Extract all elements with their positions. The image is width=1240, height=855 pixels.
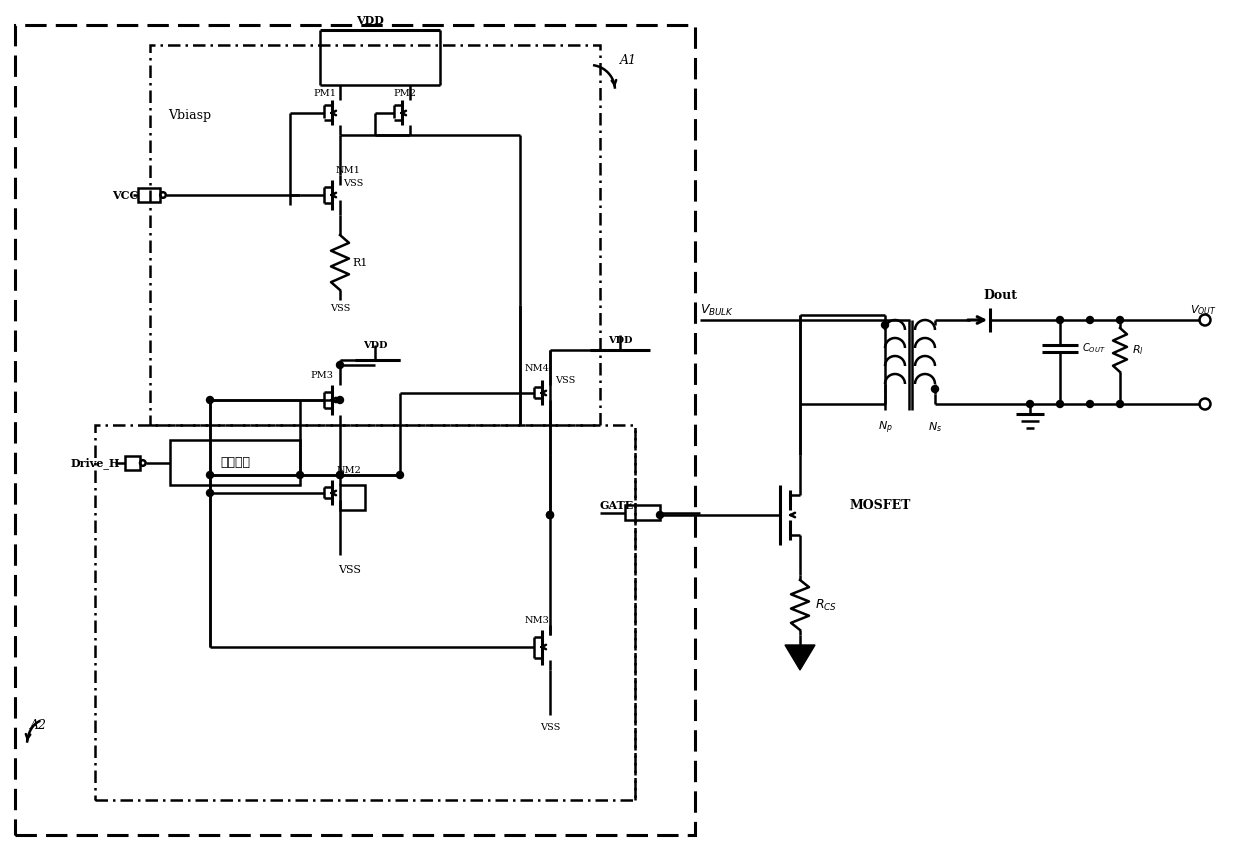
Text: $N_s$: $N_s$ (928, 420, 942, 433)
Text: $V_{BULK}$: $V_{BULK}$ (701, 303, 734, 317)
Text: PM1: PM1 (314, 89, 336, 98)
Text: VSS: VSS (339, 565, 362, 575)
Text: Drive_H: Drive_H (71, 457, 120, 469)
Text: PM2: PM2 (393, 89, 417, 98)
Circle shape (1086, 400, 1094, 408)
Text: VSS: VSS (330, 304, 350, 312)
Circle shape (656, 511, 663, 518)
Text: VSS: VSS (556, 375, 575, 385)
Circle shape (1116, 400, 1123, 408)
Circle shape (547, 511, 553, 518)
Circle shape (397, 471, 403, 479)
Text: A2: A2 (30, 718, 47, 732)
Circle shape (882, 321, 889, 328)
Bar (340, 485, 365, 510)
Text: NM2: NM2 (337, 466, 362, 475)
Circle shape (336, 397, 343, 404)
Text: 反相器链: 反相器链 (219, 456, 250, 469)
Circle shape (931, 386, 939, 392)
Circle shape (547, 511, 553, 518)
Text: MOSFET: MOSFET (849, 498, 911, 511)
Polygon shape (785, 645, 815, 670)
Circle shape (1056, 316, 1064, 323)
Bar (625, 505, 660, 520)
Text: NM3: NM3 (525, 616, 549, 625)
Circle shape (296, 471, 304, 479)
Text: Vbiasp: Vbiasp (169, 109, 212, 121)
Circle shape (1027, 400, 1033, 408)
Bar (138, 188, 160, 202)
Text: NM4: NM4 (525, 364, 549, 373)
Text: GATE: GATE (600, 499, 634, 510)
Text: A1: A1 (620, 54, 637, 67)
Text: PM3: PM3 (310, 371, 334, 380)
Text: $C_{OUT}$: $C_{OUT}$ (1083, 341, 1106, 355)
Text: R1: R1 (352, 257, 367, 268)
Circle shape (336, 362, 343, 369)
Text: VSS: VSS (539, 723, 560, 732)
Text: VDD: VDD (608, 336, 632, 345)
Text: VCC: VCC (112, 190, 138, 201)
Text: VDD: VDD (356, 15, 384, 26)
Text: $V_{OUT}$: $V_{OUT}$ (1190, 304, 1216, 317)
Text: $N_p$: $N_p$ (878, 420, 893, 436)
Circle shape (336, 471, 343, 479)
Text: Dout: Dout (983, 288, 1017, 302)
Text: VSS: VSS (343, 179, 363, 187)
Text: $R_l$: $R_l$ (1132, 343, 1143, 357)
Text: NM1: NM1 (336, 166, 361, 175)
Circle shape (336, 471, 343, 479)
Circle shape (207, 490, 213, 497)
Text: VDD: VDD (363, 341, 387, 350)
Circle shape (207, 397, 213, 404)
Circle shape (207, 471, 213, 479)
Bar (170, 440, 300, 485)
Bar (125, 456, 140, 470)
Text: $R_{CS}$: $R_{CS}$ (815, 598, 837, 612)
Circle shape (1056, 400, 1064, 408)
Circle shape (1086, 316, 1094, 323)
Circle shape (1116, 316, 1123, 323)
